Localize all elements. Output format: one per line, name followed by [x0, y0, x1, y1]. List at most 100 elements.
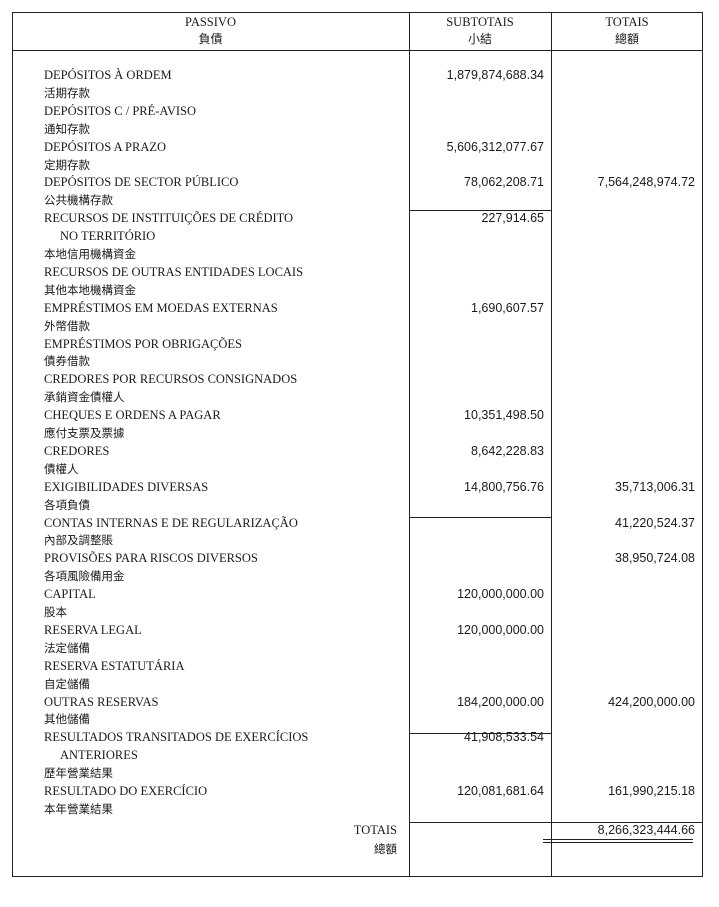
total-value: 38,950,724.08	[615, 551, 695, 566]
row-label: 內部及調整賬	[44, 533, 113, 548]
subtotal-value: 1,690,607.57	[471, 300, 544, 315]
total-value: 7,564,248,974.72	[597, 175, 695, 190]
table-row: DEPÓSITOS A PRAZO 5,606,312,077.67	[0, 138, 719, 156]
row-label: 定期存款	[44, 157, 90, 172]
total-value: 41,220,524.37	[615, 515, 695, 530]
subtotal-value: 78,062,208.71	[464, 175, 544, 190]
table-row: EMPRÉSTIMOS EM MOEDAS EXTERNAS 1,690,607.…	[0, 299, 719, 317]
subtotal-value: 41,908,533.54	[464, 730, 544, 745]
table-row: 股本	[0, 603, 719, 621]
row-label: 股本	[44, 605, 67, 619]
row-label: ANTERIORES	[60, 748, 138, 763]
row-label: CREDORES	[44, 443, 110, 458]
table-row: 通知存款	[0, 120, 719, 138]
subtotal-value: 14,800,756.76	[464, 479, 544, 494]
table-row: 本年營業結果	[0, 800, 719, 818]
subtotal-value: 120,000,000.00	[457, 587, 544, 602]
row-label: RESULTADO DO EXERCÍCIO	[44, 784, 208, 798]
row-label: 法定儲備	[44, 640, 90, 655]
subtotal-value: 10,351,498.50	[464, 408, 544, 423]
subtotal-rule	[409, 210, 551, 211]
row-label: RESERVA LEGAL	[44, 622, 142, 637]
row-label: 歷年營業結果	[44, 766, 113, 781]
subtotal-value: 120,000,000.00	[457, 622, 544, 637]
row-label: 債券借款	[44, 354, 90, 369]
row-label: 活期存款	[44, 85, 90, 100]
table-row: CONTAS INTERNAS E DE REGULARIZAÇÃO 41,220…	[0, 514, 719, 532]
table-row: CREDORES 8,642,228.83	[0, 442, 719, 460]
header-rule	[12, 50, 703, 51]
row-label: NO TERRITÓRIO	[60, 229, 156, 244]
table-row: CAPITAL 120,000,000.00	[0, 585, 719, 603]
table-row: 應付支票及票據	[0, 424, 719, 442]
table-row: RECURSOS DE INSTITUIÇÕES DE CRÉDITO 227,9…	[0, 209, 719, 227]
row-label: CHEQUES E ORDENS A PAGAR	[44, 408, 221, 423]
table-row: 外幣借款	[0, 317, 719, 335]
row-label: RECURSOS DE INSTITUIÇÕES DE CRÉDITO	[44, 211, 294, 226]
table-row: ANTERIORES	[0, 746, 719, 764]
row-label: 應付支票及票據	[44, 426, 125, 440]
table-row: EXIGIBILIDADES DIVERSAS 14,800,756.76 35,7…	[0, 478, 719, 496]
row-label: DEPÓSITOS À ORDEM	[44, 68, 172, 82]
footer-label: TOTAIS	[353, 823, 397, 837]
row-label: 債權人	[44, 461, 79, 476]
row-label: RECURSOS DE OUTRAS ENTIDADES LOCAIS	[44, 264, 304, 279]
table-row: 活期存款	[0, 84, 719, 102]
header-totais: TOTAIS 總額	[605, 15, 649, 46]
table-row: 法定儲備	[0, 639, 719, 657]
row-label: EMPRÉSTIMOS EM MOEDAS EXTERNAS	[44, 300, 278, 315]
subtotal-value: 227,914.65	[481, 211, 544, 226]
table-row: CHEQUES E ORDENS A PAGAR 10,351,498.50	[0, 406, 719, 424]
row-label: DEPÓSITOS DE SECTOR PÚBLICO	[44, 175, 239, 190]
double-underline	[543, 839, 693, 840]
column-divider	[551, 12, 552, 877]
table-row: RESULTADO DO EXERCÍCIO 120,081,681.64 161,…	[0, 782, 719, 800]
subtotal-value: 8,642,228.83	[471, 443, 544, 458]
subtotal-rule	[409, 517, 551, 518]
grand-total: 8,266,323,444.66	[597, 823, 695, 837]
table-row: RECURSOS DE OUTRAS ENTIDADES LOCAIS	[0, 263, 719, 281]
row-label: 通知存款	[44, 121, 90, 136]
table-row: 內部及調整賬	[0, 531, 719, 549]
footer-row: TOTAIS 8,266,323,444.66	[0, 821, 719, 839]
row-label: CREDORES POR RECURSOS CONSIGNADOS	[44, 372, 298, 387]
table-row: 其他儲備	[0, 710, 719, 728]
row-label: 外幣借款	[44, 318, 90, 333]
table-row: OUTRAS RESERVAS 184,200,000.00 424,200,000…	[0, 693, 719, 711]
subtotal-value: 5,606,312,077.67	[446, 139, 544, 154]
row-label: 承銷資金債權人	[44, 390, 125, 405]
row-label: CAPITAL	[44, 587, 96, 602]
double-underline	[543, 842, 693, 843]
row-label: 各項風險備用金	[44, 569, 125, 584]
row-label: 其他本地機構資金	[44, 282, 136, 297]
footer-row-zh: 總額	[0, 840, 719, 858]
total-value: 161,990,215.18	[608, 784, 695, 798]
table-row: 自定儲備	[0, 675, 719, 693]
row-label: DEPÓSITOS C / PRÉ-AVISO	[44, 103, 197, 118]
table-row: 定期存款	[0, 156, 719, 174]
row-label: RESERVA ESTATUTÁRIA	[44, 658, 185, 673]
row-label: 自定儲備	[44, 676, 90, 691]
total-value: 424,200,000.00	[608, 694, 695, 709]
table-row: 債權人	[0, 460, 719, 478]
table-row: EMPRÉSTIMOS POR OBRIGAÇÕES	[0, 335, 719, 353]
header-passivo: PASSIVO 負債	[185, 15, 236, 46]
table-row: PROVISÕES PARA RISCOS DIVERSOS 38,950,724…	[0, 549, 719, 567]
row-label: DEPÓSITOS A PRAZO	[44, 139, 167, 154]
table-row: NO TERRITÓRIO	[0, 227, 719, 245]
subtotal-value: 184,200,000.00	[457, 694, 544, 709]
table-row: 承銷資金債權人	[0, 388, 719, 406]
row-label: CONTAS INTERNAS E DE REGULARIZAÇÃO	[44, 515, 298, 530]
row-label: RESULTADOS TRANSITADOS DE EXERCÍCIOS	[44, 730, 309, 745]
row-label: 本地信用機構資金	[44, 247, 136, 261]
table-row: 各項風險備用金	[0, 567, 719, 585]
column-divider	[409, 12, 410, 877]
row-label: 公共機構存款	[44, 193, 113, 208]
table-row: 歷年營業結果	[0, 764, 719, 782]
table-row: DEPÓSITOS À ORDEM 1,879,874,688.34	[0, 66, 719, 84]
table-row: 本地信用機構資金	[0, 245, 719, 263]
table-row: RESERVA ESTATUTÁRIA	[0, 657, 719, 675]
table-row: DEPÓSITOS DE SECTOR PÚBLICO 78,062,208.71…	[0, 173, 719, 191]
totals-rule	[409, 822, 703, 823]
table-row: 其他本地機構資金	[0, 281, 719, 299]
